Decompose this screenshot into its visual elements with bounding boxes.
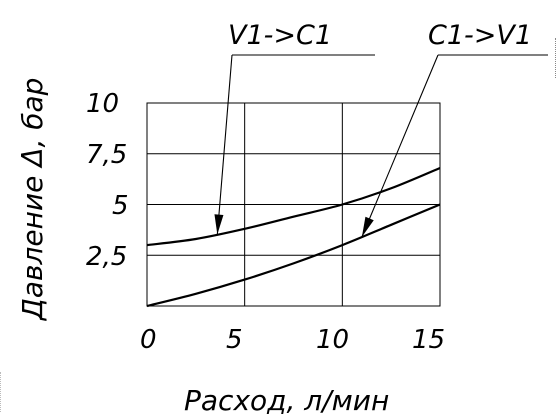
x-tick-label: 5: [226, 325, 243, 355]
series-line-v1-c1: [146, 166, 441, 247]
annotation-label-v1-c1: V1->C1: [228, 20, 332, 51]
annotation-leaders: [214, 54, 548, 238]
annotation-leader-c1-v1: [361, 54, 439, 238]
series-line-c1-v1: [146, 203, 441, 308]
annotation-label-c1-v1: C1->V1: [428, 20, 532, 51]
x-tick-label: 0: [140, 325, 157, 355]
curves: [146, 166, 441, 308]
page-edge-mark: [555, 38, 560, 78]
y-tick-label: 7,5: [86, 140, 127, 170]
y-tick-label: 10: [86, 89, 119, 119]
annotation-arrowhead-c1-v1: [361, 216, 374, 237]
y-tick-label: 2,5: [86, 242, 127, 272]
x-tick-label: 10: [316, 325, 349, 355]
annotation-arrowhead-v1-c1: [214, 214, 224, 235]
page-edge-mark: [0, 372, 5, 412]
y-axis-label: Давление Δ, бар: [16, 78, 49, 322]
grid: [146, 102, 441, 307]
annotation-leader-v1-c1: [216, 54, 233, 235]
x-axis-label: Расход, л/мин: [184, 384, 389, 417]
y-tick-label: 5: [112, 191, 129, 221]
x-tick-label: 15: [412, 325, 445, 355]
